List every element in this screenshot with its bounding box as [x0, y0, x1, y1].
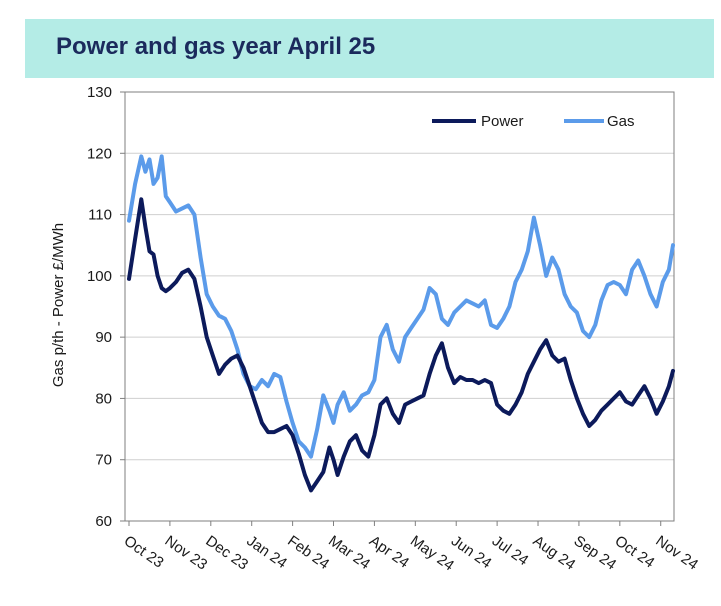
y-tick-label: 100 [87, 268, 112, 285]
x-tick-label: Jan 24 [243, 532, 290, 572]
x-tick-label: Jul 24 [489, 532, 532, 569]
x-tick-label: Nov 23 [162, 532, 211, 573]
title-band: Power and gas year April 25 [25, 19, 714, 78]
series-line-power [127, 197, 675, 493]
x-tick-label: Feb 24 [284, 532, 332, 573]
y-tick-label: 120 [87, 145, 112, 162]
y-tick-label: 90 [95, 329, 112, 346]
x-tick-label: Apr 24 [366, 532, 412, 571]
x-tick-label: Oct 24 [612, 532, 658, 571]
x-tick-label: Oct 23 [121, 532, 167, 571]
y-tick-labels: 60 70 80 90 100 110 120 130 [87, 84, 125, 530]
x-tick-label: Nov 24 [652, 532, 701, 573]
x-tick-label: Dec 23 [203, 532, 252, 573]
gridlines [125, 152, 674, 461]
y-tick-label: 110 [88, 207, 112, 224]
legend-gas-label: Gas [607, 113, 635, 130]
legend: Power Gas [432, 113, 635, 130]
x-tick-label: Sep 24 [571, 532, 620, 573]
y-tick-label: 60 [95, 513, 112, 530]
y-tick-label: 70 [95, 452, 112, 469]
chart-title: Power and gas year April 25 [56, 33, 376, 60]
series-lines [127, 154, 675, 493]
y-axis-label: Gas p/th - Power £/MWh [50, 223, 67, 387]
y-tick-label: 130 [87, 84, 112, 101]
x-tick-label: Mar 24 [325, 532, 373, 573]
y-tick-label: 80 [95, 390, 112, 407]
legend-power-label: Power [481, 113, 524, 130]
x-tick-label: May 24 [407, 532, 457, 574]
series-line-gas [127, 154, 675, 459]
x-tick-label: Jun 24 [448, 532, 495, 572]
x-tick-label: Aug 24 [530, 532, 579, 573]
plot-frame [124, 91, 675, 522]
